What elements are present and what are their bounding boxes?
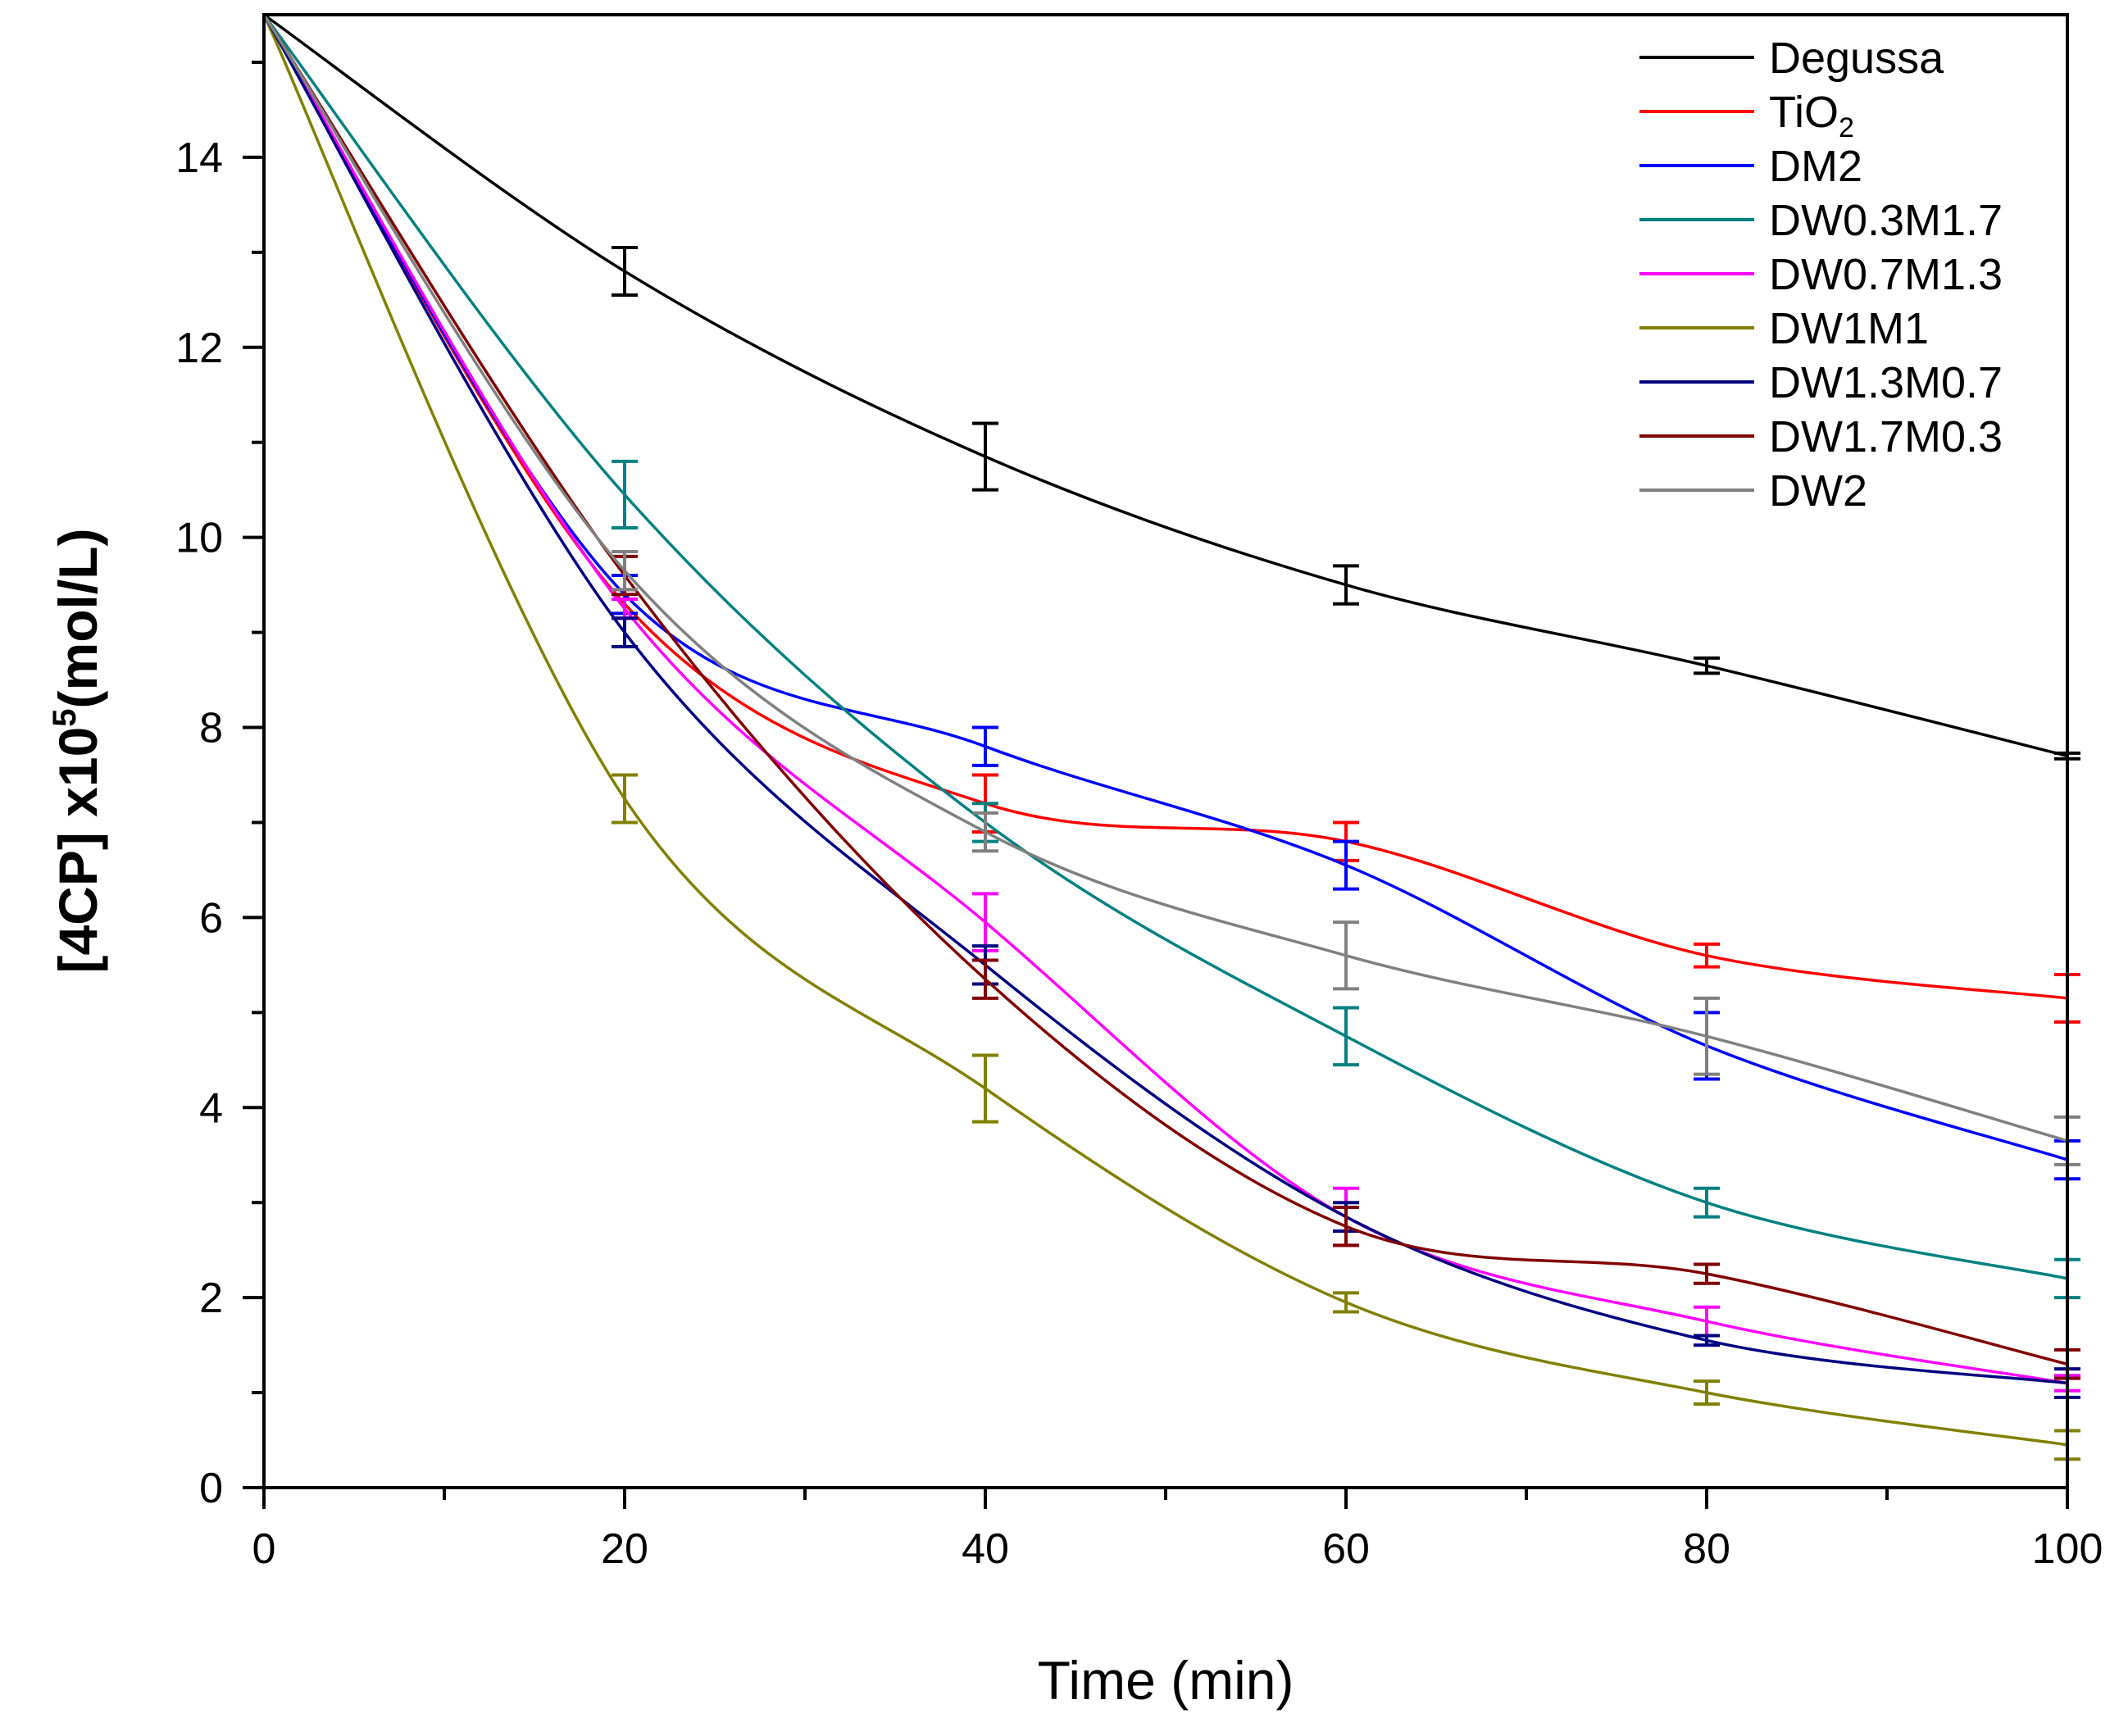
series-layer [262,13,2080,1461]
legend-label: DW0.3M1.7 [1769,196,2003,245]
y-tick-label: 8 [199,705,223,752]
x-tick-label: 20 [601,1525,648,1573]
legend-item: DW1.3M0.7 [1639,358,2003,407]
legend-label-text: DW0.7M1.3 [1769,250,2003,299]
y-axis-title-main: [4CP] x10 [48,727,108,974]
error-bar [612,550,638,592]
legend-label: DW1.3M0.7 [1769,358,2003,407]
legend-item: DW1M1 [1639,304,1929,353]
error-bar [1333,1006,1359,1067]
x-tick-label: 100 [2032,1525,2103,1573]
series-line-dw1-7m0-3 [262,14,2068,1366]
x-tick-label: 60 [1322,1525,1370,1573]
legend-label: TiO2 [1769,88,1854,143]
x-tick-label: 80 [1683,1525,1730,1573]
legend-item: DW0.7M1.3 [1639,250,2003,299]
error-bar [1694,1334,1720,1347]
legend-label: DW1M1 [1769,304,1929,353]
legend-item: DM2 [1639,142,1862,191]
y-tick-label: 10 [175,515,223,562]
y-tick-label: 4 [199,1084,223,1132]
y-tick-label: 2 [199,1275,223,1322]
error-bar [1694,1262,1720,1285]
legend-label-text: Degussa [1769,34,1944,83]
series-line-dw1m1 [262,14,2068,1447]
error-bar [1333,564,1359,606]
legend-item: Degussa [1639,34,1944,83]
legend-label: DW0.7M1.3 [1769,250,2003,299]
error-bar [1694,1305,1720,1338]
legend-label: Degussa [1769,34,1944,83]
axis-ticks: 0 20 40 60 80 100 0 2 4 6 8 10 12 14 [175,60,2103,1573]
error-bar [1333,920,1359,991]
y-axis-title: [4CP] x105(mol/L) [47,528,108,973]
error-bar [1694,1379,1720,1406]
error-bar [612,616,638,648]
legend-label-text: DW0.3M1.7 [1769,196,2003,245]
y-tick-label: 14 [175,134,223,182]
legend-label-text: DM2 [1769,142,1862,191]
y-tick-label: 0 [199,1465,223,1512]
y-tick-label: 12 [175,325,223,372]
legend-label-subscript: 2 [1839,112,1854,143]
x-tick-label: 0 [252,1525,276,1573]
series-line-degussa [262,13,2068,757]
y-axis-title-exponent: 5 [47,708,83,726]
error-bar [972,1053,998,1124]
error-bar [612,773,638,825]
error-bar [1694,996,1720,1076]
legend-label: DM2 [1769,142,1862,191]
series-line-dw1-3m0-7 [262,14,2068,1385]
legend-item: DW2 [1639,466,1867,516]
error-bar [1694,656,1720,675]
legend-item: DW1.7M0.3 [1639,412,2003,461]
legend-item: DW0.3M1.7 [1639,196,2003,245]
legend-item: TiO2 [1639,88,1854,143]
error-bar [972,811,998,853]
legend-label-text: TiO [1769,88,1839,137]
series-line-tio2 [262,14,2068,1000]
error-bar [612,459,638,530]
error-bar [972,725,998,767]
legend-label: DW2 [1769,466,1867,516]
series-dw1-7m0-3 [262,14,2080,1380]
error-bar [1333,1291,1359,1314]
series-line-dw0-7m1-3 [262,14,2068,1385]
error-bar [612,246,638,298]
error-bar [1694,1186,1720,1219]
legend-label-text: DW1.7M0.3 [1769,412,2003,461]
error-bar [972,421,998,492]
legend-label-text: DW1M1 [1769,304,1929,353]
legend-label: DW1.7M0.3 [1769,412,2003,461]
y-axis-title-unit: (mol/L) [48,528,108,708]
error-bar [1333,839,1359,891]
y-tick-label: 6 [199,894,223,942]
legend-label-text: DW2 [1769,466,1867,516]
legend-label-text: DW1.3M0.7 [1769,358,2003,407]
error-bar [972,958,998,1000]
x-tick-label: 40 [962,1525,1009,1573]
series-line-dw0-3m1-7 [262,13,2068,1280]
error-bar [1333,1205,1359,1247]
series-line-dw2 [262,14,2068,1143]
error-bar [972,892,998,952]
error-bar [1694,942,1720,969]
x-axis-title: Time (min) [1038,1650,1294,1711]
